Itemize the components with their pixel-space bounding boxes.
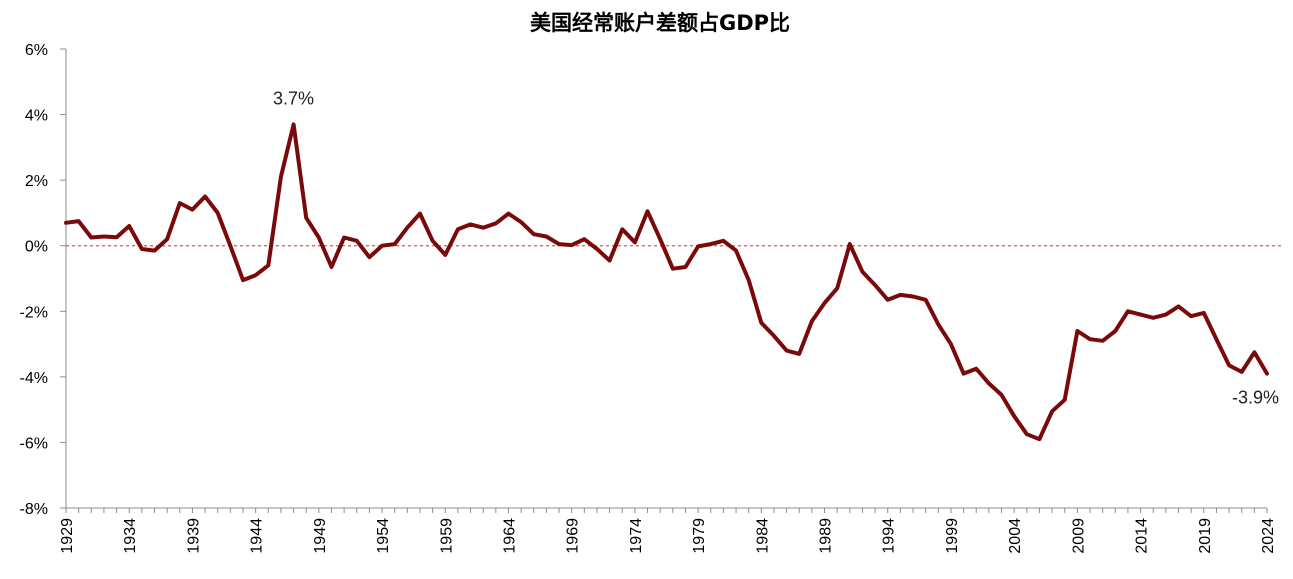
annotations: 3.7% -3.9% [273,88,1279,407]
x-tick-label: 1954 [375,518,392,554]
x-tick-label: 1974 [628,518,645,554]
x-tick-label: 1999 [944,518,961,554]
chart-title: 美国经常账户差额占GDP比 [530,11,790,35]
x-tick-label: 1984 [754,518,771,554]
x-tick-label: 1959 [438,518,455,554]
y-tick-label: -4% [20,370,48,387]
y-tick-label: 2% [25,173,48,190]
x-tick-label: 1949 [312,518,329,554]
x-axis: 1929 1934 1939 1944 1949 1954 1959 1964 1969 1974… [59,507,1277,554]
x-tick-label: 1944 [249,518,266,554]
data-label: -3.9% [1232,388,1279,408]
y-axis: 6% 4% 2% 0% -2% -4% -6% -8% [20,42,67,518]
x-tick-label: 1979 [691,518,708,554]
x-tick-label: 2014 [1134,518,1151,554]
x-tick-label: 2024 [1260,518,1277,554]
series-line [64,122,1269,442]
x-tick-label: 1994 [881,518,898,554]
x-tick-label: 2009 [1070,518,1087,554]
y-tick-label: 4% [25,108,48,125]
y-tick-label: -6% [20,435,48,452]
x-tick-label: 1929 [59,518,76,554]
data-label: 3.7% [273,88,314,108]
x-tick-label: 1989 [818,518,835,554]
y-tick-label: 0% [25,239,48,256]
plot-area [64,122,1269,442]
y-tick-label: -8% [20,501,48,518]
x-tick-label: 2019 [1197,518,1214,554]
y-tick-label: -2% [20,304,48,321]
x-tick-label: 1969 [565,518,582,554]
x-tick-label: 2004 [1007,518,1024,554]
x-tick-label: 1964 [501,518,518,554]
x-tick-label: 1934 [122,518,139,554]
x-tick-label: 1939 [185,518,202,554]
y-tick-label: 6% [25,42,48,59]
